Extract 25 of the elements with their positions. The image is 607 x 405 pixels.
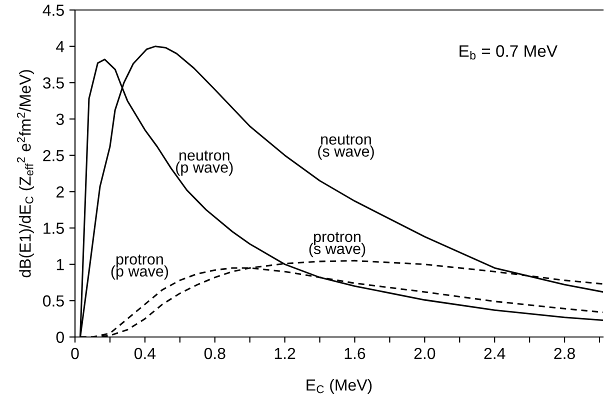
y-tick-label: 0.5 [43,295,64,307]
y-tick-label: 3 [56,114,64,125]
text: dB(E1)/dE$_{C}$ (Z$_{eff}$$^{2}$ e$^{2}$fm$^{2}$/MeV) [16,70,34,278]
y-tick-label: 2.5 [43,150,64,162]
y-tick-label: 1 [56,259,64,270]
x-tick-label: 0.4 [134,348,156,360]
y-tick-label: 4 [56,41,64,52]
y-tick-label: 0 [56,332,64,343]
y-tick-label: 1.5 [44,222,64,234]
series-label: neutron (p wave) [176,150,233,176]
annotation: E$_{b}$ = 0.7 MeV [460,45,558,60]
x-tick-label: 1.2 [274,348,296,359]
x-axis-title: E$_{C}$ (MeV) [306,378,372,394]
x-tick-label: 2.4 [484,348,506,359]
y-tick-label: 2 [56,186,64,198]
series-label: protron (p wave) [111,254,168,280]
series-label: protron (s wave) [309,232,366,258]
series-label: neutron (s wave) [318,134,374,160]
y-tick-label: 4.5 [42,4,64,16]
x-tick-label: 2.0 [414,348,436,360]
x-tick-label: 0 [71,348,79,360]
x-tick-label: 0.8 [204,348,226,360]
x-tick-label: 1.6 [344,348,366,360]
y-tick-label: 3.5 [42,77,64,89]
x-tick-label: 2.8 [554,348,575,360]
